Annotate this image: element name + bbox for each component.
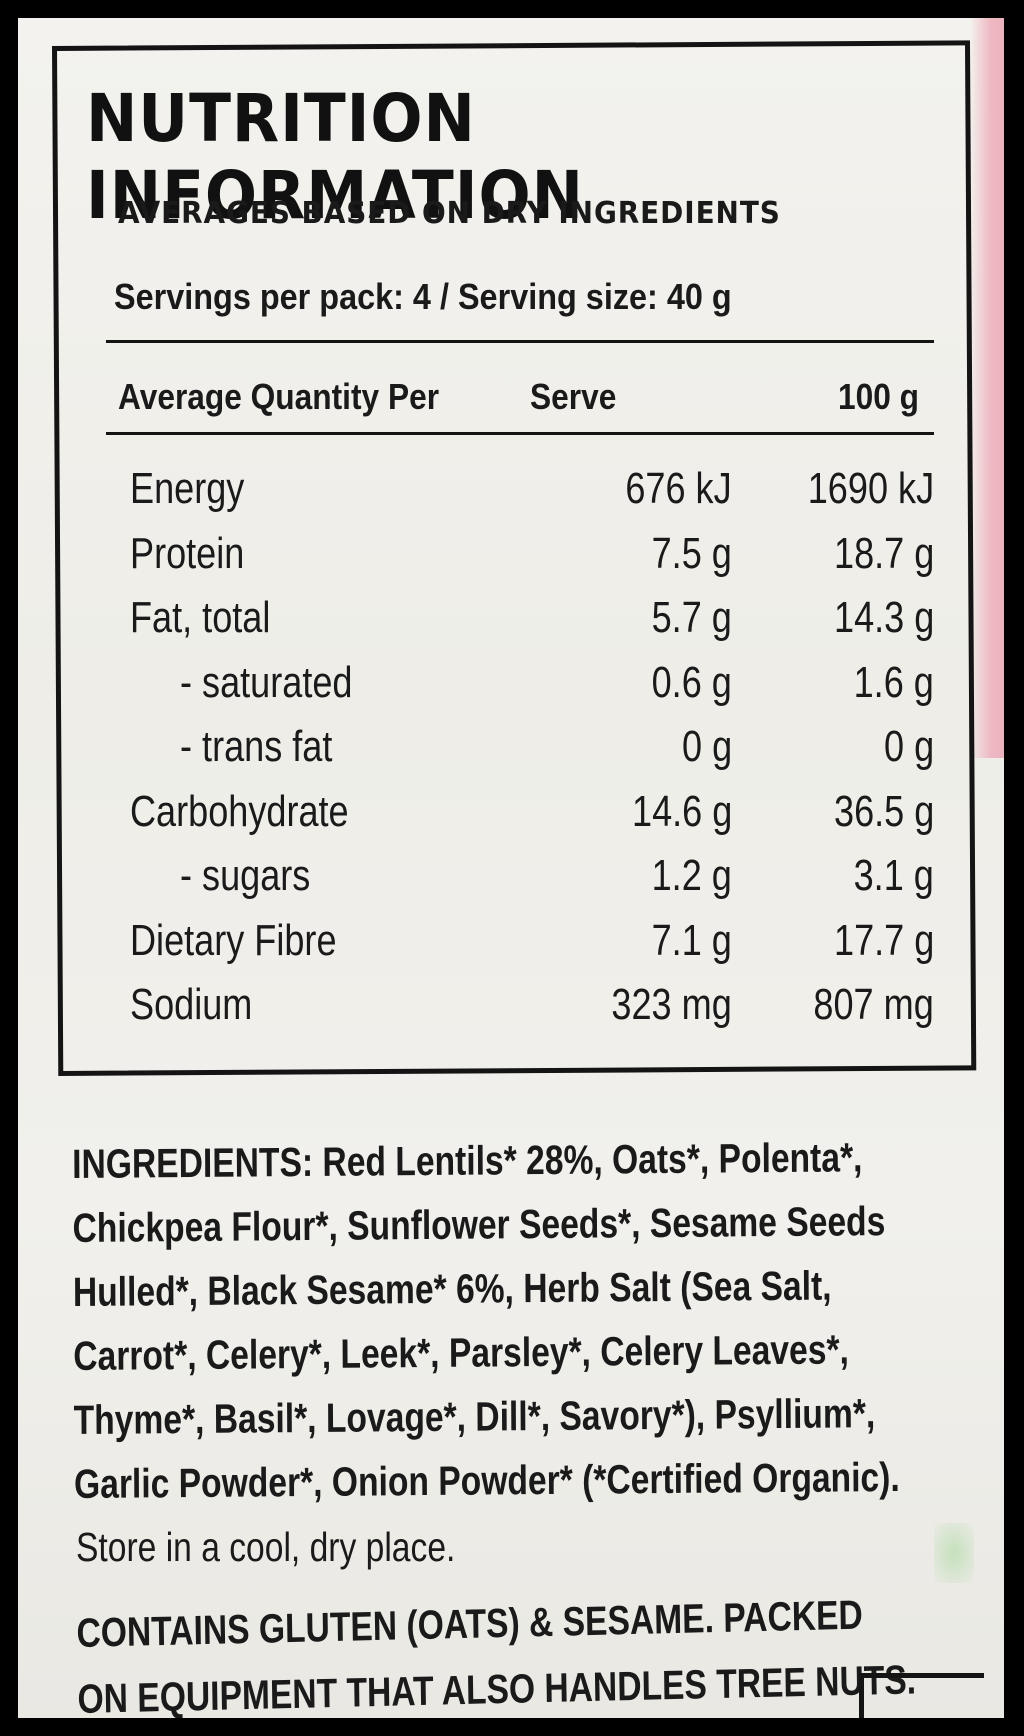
row-100g-value: 17.7 g <box>833 915 934 965</box>
nutrition-table: Energy 676 kJ 1690 kJ Protein 7.5 g 18.7… <box>114 458 944 1039</box>
header-quantity-per: Average Quantity Per <box>118 376 440 417</box>
header-rule-top <box>106 340 934 343</box>
row-serve-value: 7.5 g <box>651 528 732 578</box>
ingredients-line: Thyme*, Basil*, Lovage*, Dill*, Savory*)… <box>73 1390 876 1443</box>
nutrition-subtitle: AVERAGES BASED ON DRY INGREDIENTS <box>118 196 781 231</box>
row-serve-value: 676 kJ <box>625 464 732 513</box>
row-serve-value: 1.2 g <box>651 851 732 900</box>
table-row: Fat, total 5.7 g 14.3 g <box>114 587 944 652</box>
ingredients-line: Chickpea Flour*, Sunflower Seeds*, Sesam… <box>72 1198 886 1251</box>
table-row: Energy 676 kJ 1690 kJ <box>114 458 944 523</box>
row-100g-value: 18.7 g <box>833 528 934 578</box>
table-row: - trans fat 0 g 0 g <box>114 716 944 781</box>
row-100g-value: 36.5 g <box>833 786 934 836</box>
row-label: Dietary Fibre <box>130 915 337 965</box>
row-label: Protein <box>130 528 245 578</box>
row-label: - sugars <box>180 851 311 900</box>
storage-instructions: Store in a cool, dry place. <box>76 1524 456 1570</box>
table-row: - sugars 1.2 g 3.1 g <box>114 845 944 910</box>
table-row: Protein 7.5 g 18.7 g <box>114 523 944 588</box>
row-100g-value: 1690 kJ <box>807 464 934 513</box>
table-row: Carbohydrate 14.6 g 36.5 g <box>114 781 944 846</box>
row-100g-value: 807 mg <box>813 980 934 1029</box>
header-100g: 100 g <box>838 376 920 417</box>
row-label: Energy <box>130 464 245 513</box>
row-serve-value: 7.1 g <box>651 915 732 965</box>
header-serve: Serve <box>530 376 617 417</box>
table-row: - saturated 0.6 g 1.6 g <box>114 652 944 717</box>
row-100g-value: 1.6 g <box>853 657 934 707</box>
row-serve-value: 323 mg <box>611 980 732 1029</box>
row-label: - saturated <box>180 657 353 707</box>
green-package-spot <box>934 1523 974 1583</box>
row-100g-value: 0 g <box>883 722 934 771</box>
bottom-panel-corner <box>859 1673 984 1718</box>
ingredients-line: Carrot*, Celery*, Leek*, Parsley*, Celer… <box>73 1326 849 1379</box>
nutrition-title: NUTRITION INFORMATION <box>86 80 584 234</box>
row-serve-value: 5.7 g <box>651 593 732 642</box>
row-100g-value: 3.1 g <box>853 851 934 900</box>
ingredients-line: Garlic Powder*, Onion Powder* (*Certifie… <box>73 1453 900 1507</box>
row-serve-value: 0 g <box>681 722 732 771</box>
servings-info: Servings per pack: 4 / Serving size: 40 … <box>114 276 732 317</box>
row-100g-value: 14.3 g <box>833 593 934 642</box>
ingredients-text: INGREDIENTS: Red Lentils* 28%, Oats*, Po… <box>72 1125 943 1516</box>
row-label: - trans fat <box>180 722 333 771</box>
row-serve-value: 0.6 g <box>651 657 732 707</box>
row-serve-value: 14.6 g <box>631 786 732 836</box>
allergen-statement: CONTAINS GLUTEN (OATS) & SESAME. PACKED … <box>76 1580 917 1718</box>
table-row: Sodium 323 mg 807 mg <box>114 974 944 1039</box>
row-label: Fat, total <box>130 593 271 642</box>
pink-package-edge <box>970 18 1004 758</box>
row-label: Carbohydrate <box>130 786 349 836</box>
ingredients-line: Hulled*, Black Sesame* 6%, Herb Salt (Se… <box>72 1262 832 1315</box>
row-label: Sodium <box>130 980 253 1029</box>
package-photo: NUTRITION INFORMATION AVERAGES BASED ON … <box>18 18 1004 1718</box>
ingredients-line: INGREDIENTS: Red Lentils* 28%, Oats*, Po… <box>72 1134 863 1187</box>
header-rule-bottom <box>106 432 934 435</box>
table-row: Dietary Fibre 7.1 g 17.7 g <box>114 910 944 975</box>
